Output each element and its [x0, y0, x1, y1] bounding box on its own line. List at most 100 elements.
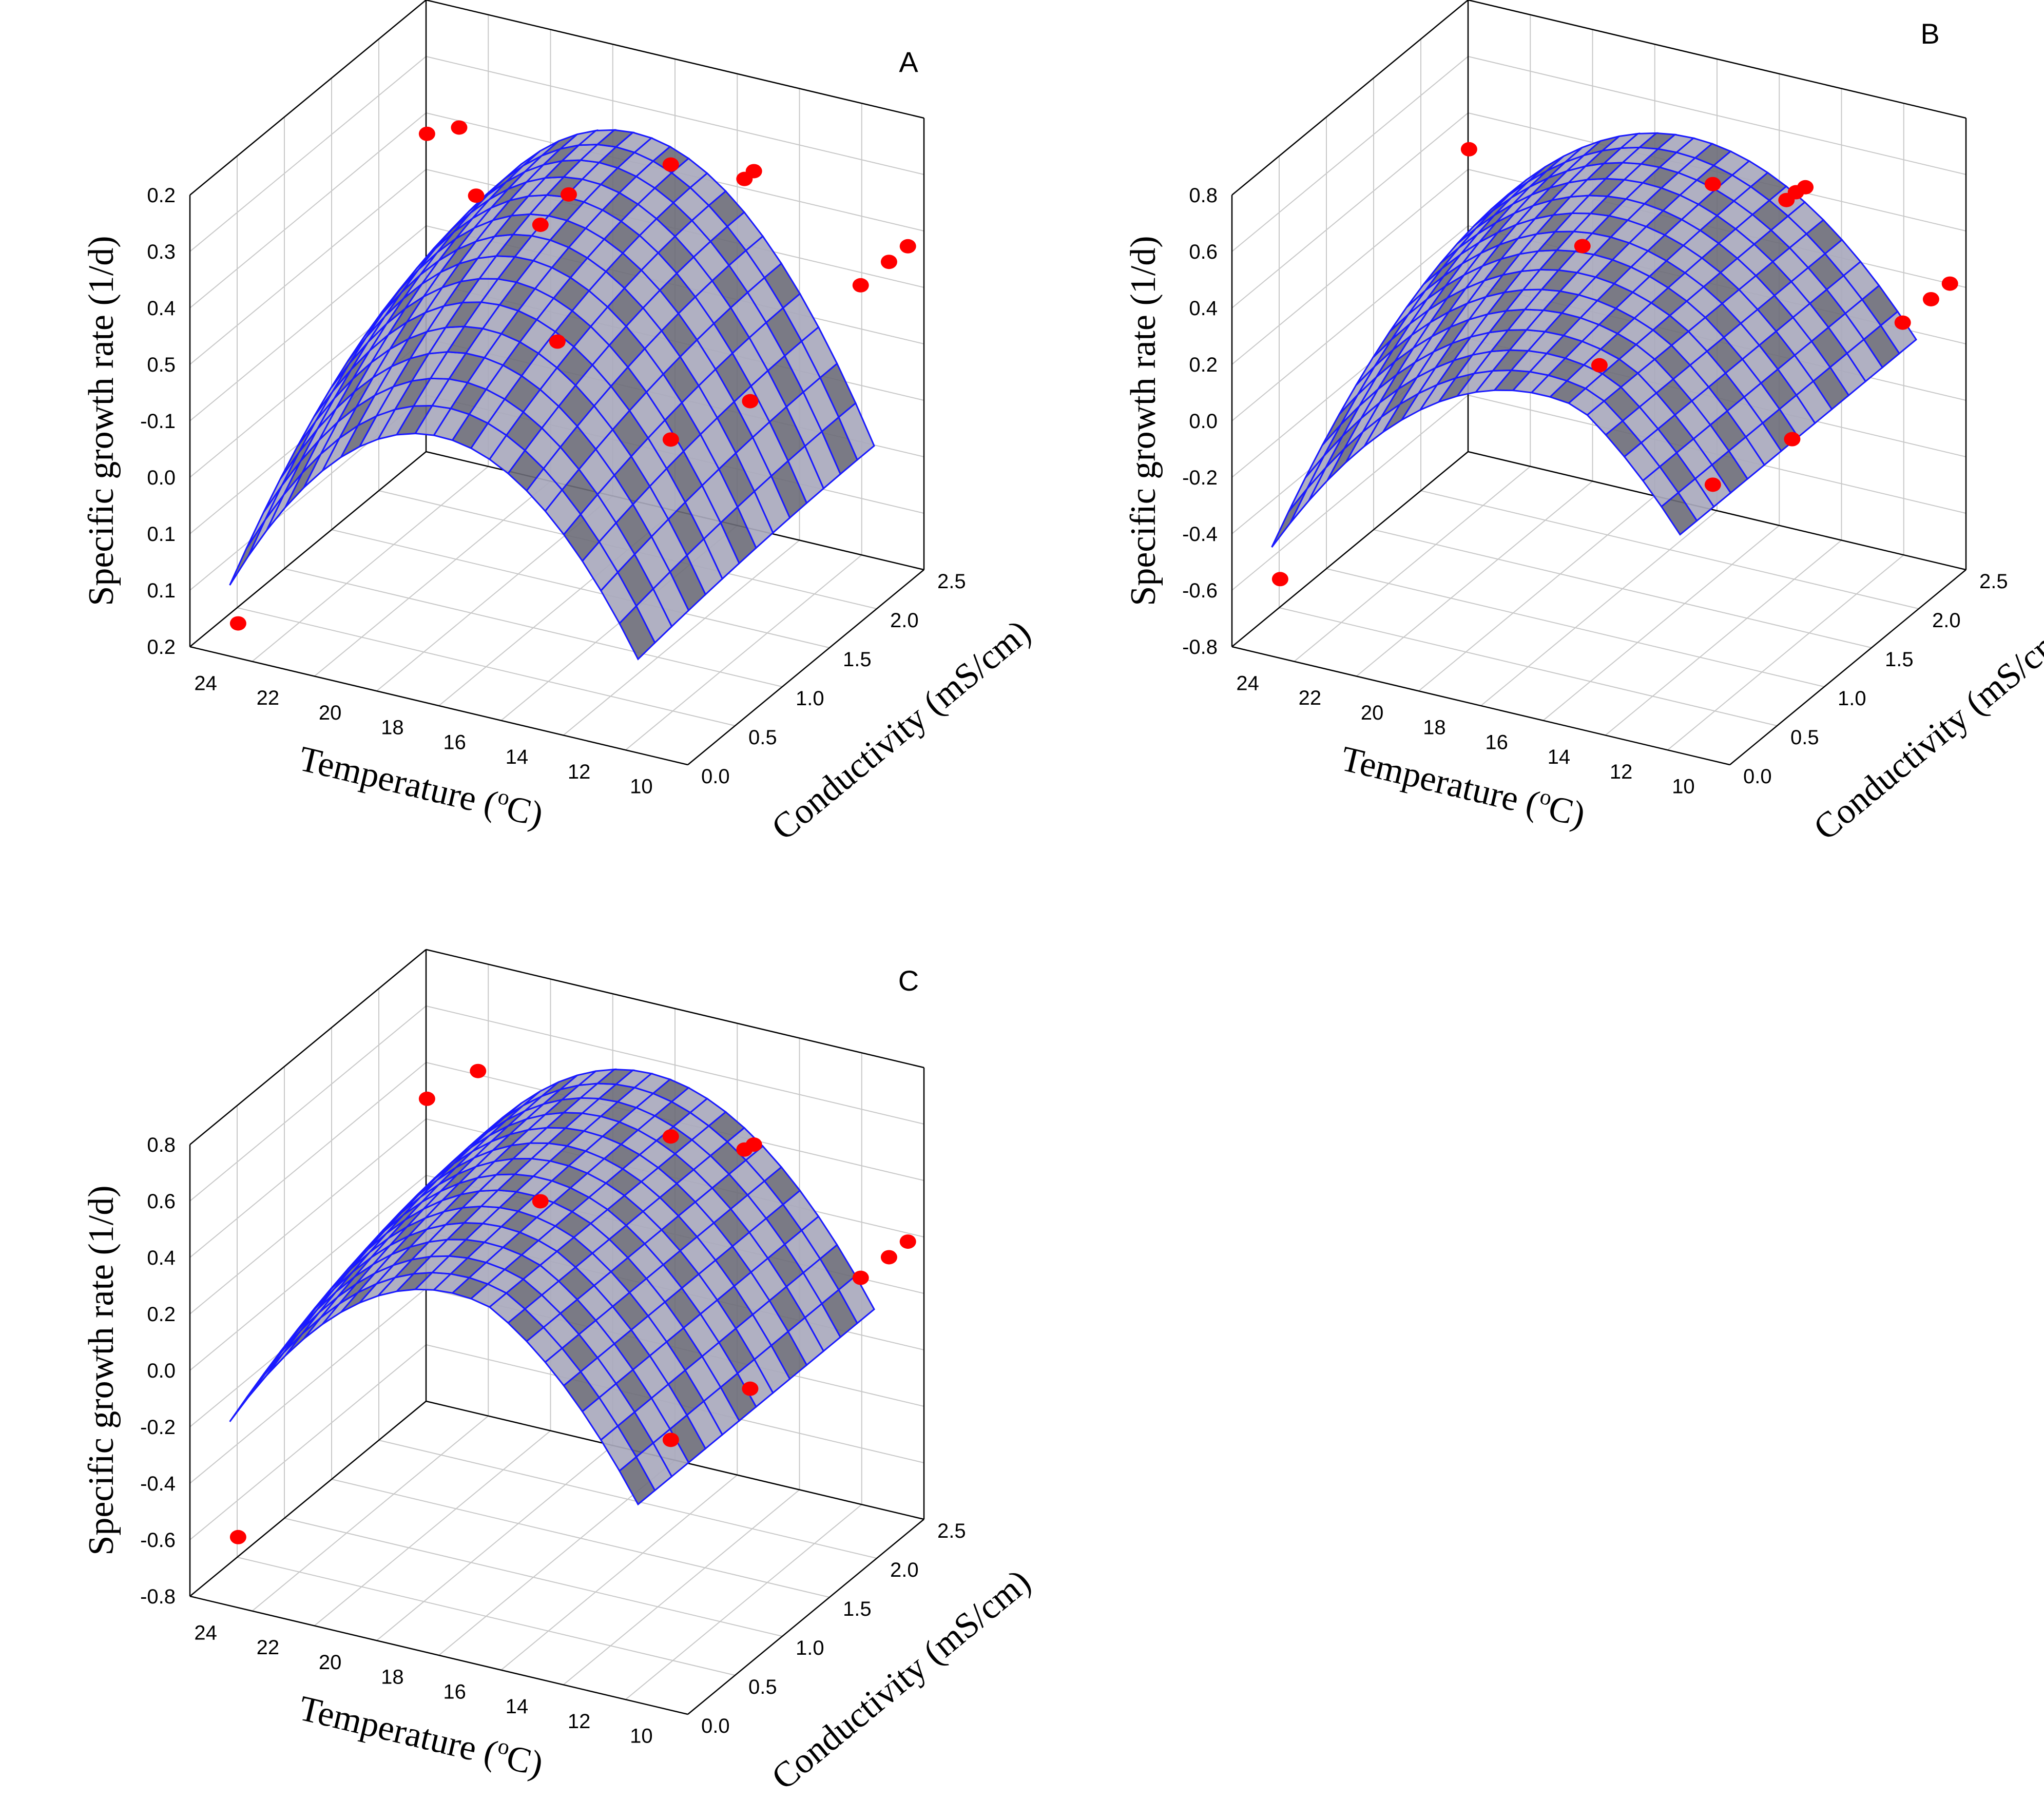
y-tick-label: 1.5 [1885, 648, 1914, 671]
panel-C: -0.8 -0.6 -0.4 -0.2 0.0 0.2 0.4 0.6 0.8 24 22 20 18 1… [82, 949, 1038, 1797]
z-tick-label: 0.4 [1189, 297, 1218, 320]
y-tick-label: 0.5 [748, 1676, 777, 1698]
data-point [742, 1381, 759, 1396]
grid-line [314, 480, 551, 677]
data-point [549, 334, 566, 349]
y-axis-title: Conductivity (mS/cm) [764, 612, 1038, 848]
data-point [852, 278, 869, 293]
x-tick-label: 12 [568, 1710, 591, 1733]
y-tick-label: 1.0 [796, 1637, 824, 1659]
y-tick-label: 2.5 [937, 570, 966, 593]
z-tick-label: 0.8 [147, 1134, 176, 1156]
grid-line [1231, 169, 1469, 365]
grid-line [189, 56, 427, 252]
data-point [468, 188, 485, 203]
data-point [880, 255, 897, 269]
grid-line [1231, 225, 1469, 421]
data-point [1784, 432, 1801, 447]
axis-edge [1468, 451, 1966, 571]
z-tick-label: 0.0 [1189, 410, 1218, 433]
panel-B: -0.8 -0.6 -0.4 -0.2 0.0 0.2 0.4 0.6 0.8 24 22 20 18 1… [1124, 0, 2044, 848]
x-axis-title-end: C) [503, 1738, 547, 1785]
x-tick-label: 12 [1610, 761, 1633, 783]
data-point [662, 1433, 679, 1447]
x-tick-label: 24 [194, 672, 217, 694]
y-tick-label: 0.5 [748, 726, 777, 749]
y-tick-label: 1.5 [843, 648, 872, 671]
data-point [532, 1194, 549, 1209]
x-tick-label: 18 [381, 1666, 404, 1689]
surface-cell [1879, 310, 1917, 355]
z-tick-label: 0.2 [147, 1303, 176, 1326]
axis-edge [189, 1595, 688, 1715]
z-tick-label: 0.4 [147, 1247, 176, 1269]
z-tick-label: -0.4 [140, 1473, 176, 1495]
grid-line [625, 1504, 862, 1700]
grid-line [284, 1518, 783, 1637]
data-point [899, 239, 916, 254]
data-point [532, 217, 549, 232]
z-axis-title: Specific growth rate (1/d) [82, 236, 121, 606]
grid-line [252, 466, 489, 662]
data-point [1797, 180, 1814, 195]
grid-line [1418, 495, 1655, 692]
y-axis-title: Conductivity (mS/cm) [764, 1562, 1038, 1797]
y-axis-title: Conductivity (mS/cm) [1806, 612, 2044, 848]
grid-line [189, 112, 427, 308]
z-axis-title: Specific growth rate (1/d) [1124, 236, 1163, 606]
surface-cell [1271, 488, 1308, 548]
data-point [560, 187, 577, 202]
surface-mesh [1271, 132, 1917, 548]
z-tick-label: 0.0 [147, 1360, 176, 1382]
z-tick-label: 0.1 [147, 523, 176, 546]
y-tick-label: 0.0 [1743, 765, 1772, 788]
grid-line [189, 1005, 427, 1202]
x-tick-label: 22 [257, 1636, 280, 1659]
x-tick-label: 10 [630, 776, 653, 798]
z-tick-label: -0.6 [1182, 579, 1218, 602]
grid-line [237, 607, 736, 726]
data-point [1271, 572, 1288, 587]
data-point [1574, 239, 1591, 254]
grid-line [1420, 490, 1919, 609]
axis-edge [687, 1519, 924, 1715]
y-tick-label: 0.5 [1790, 726, 1819, 749]
z-tick-label: 0.6 [147, 1190, 176, 1213]
x-tick-label: 16 [1485, 731, 1508, 753]
x-axis-title-main: Temperature ( [295, 1689, 501, 1774]
grid-line [1279, 607, 1778, 726]
surface-cell [838, 1274, 875, 1325]
grid-line [237, 1557, 736, 1676]
x-tick-label: 16 [443, 731, 466, 753]
data-point [1704, 177, 1721, 191]
panel-label: A [899, 46, 918, 78]
z-tick-label: 0.4 [147, 297, 176, 320]
x-tick-label: 20 [319, 702, 342, 724]
grid-line [378, 1440, 877, 1559]
surface-mesh [229, 1068, 875, 1506]
grid-line [625, 554, 862, 751]
surface-cell [838, 402, 875, 461]
grid-line [189, 1175, 427, 1371]
x-tick-label: 22 [1299, 687, 1322, 709]
grid-line [1667, 554, 1904, 751]
data-point [662, 157, 679, 172]
z-tick-label: 0.1 [147, 579, 176, 602]
x-tick-label: 18 [381, 717, 404, 739]
data-point [418, 1091, 435, 1106]
y-tick-label: 2.0 [890, 1559, 919, 1581]
grid-line [1356, 480, 1593, 677]
data-point [1460, 142, 1477, 157]
x-axis-title-main: Temperature ( [1337, 739, 1543, 824]
panel-label: C [898, 964, 919, 997]
axis-edge [189, 0, 427, 196]
data-point [745, 1137, 762, 1152]
x-tick-label: 12 [568, 761, 591, 783]
x-tick-label: 20 [1361, 702, 1384, 724]
data-point [418, 126, 435, 141]
grid-line [1231, 56, 1469, 252]
grid-line [189, 169, 427, 365]
x-tick-label: 18 [1423, 717, 1446, 739]
x-tick-label: 10 [630, 1725, 653, 1748]
